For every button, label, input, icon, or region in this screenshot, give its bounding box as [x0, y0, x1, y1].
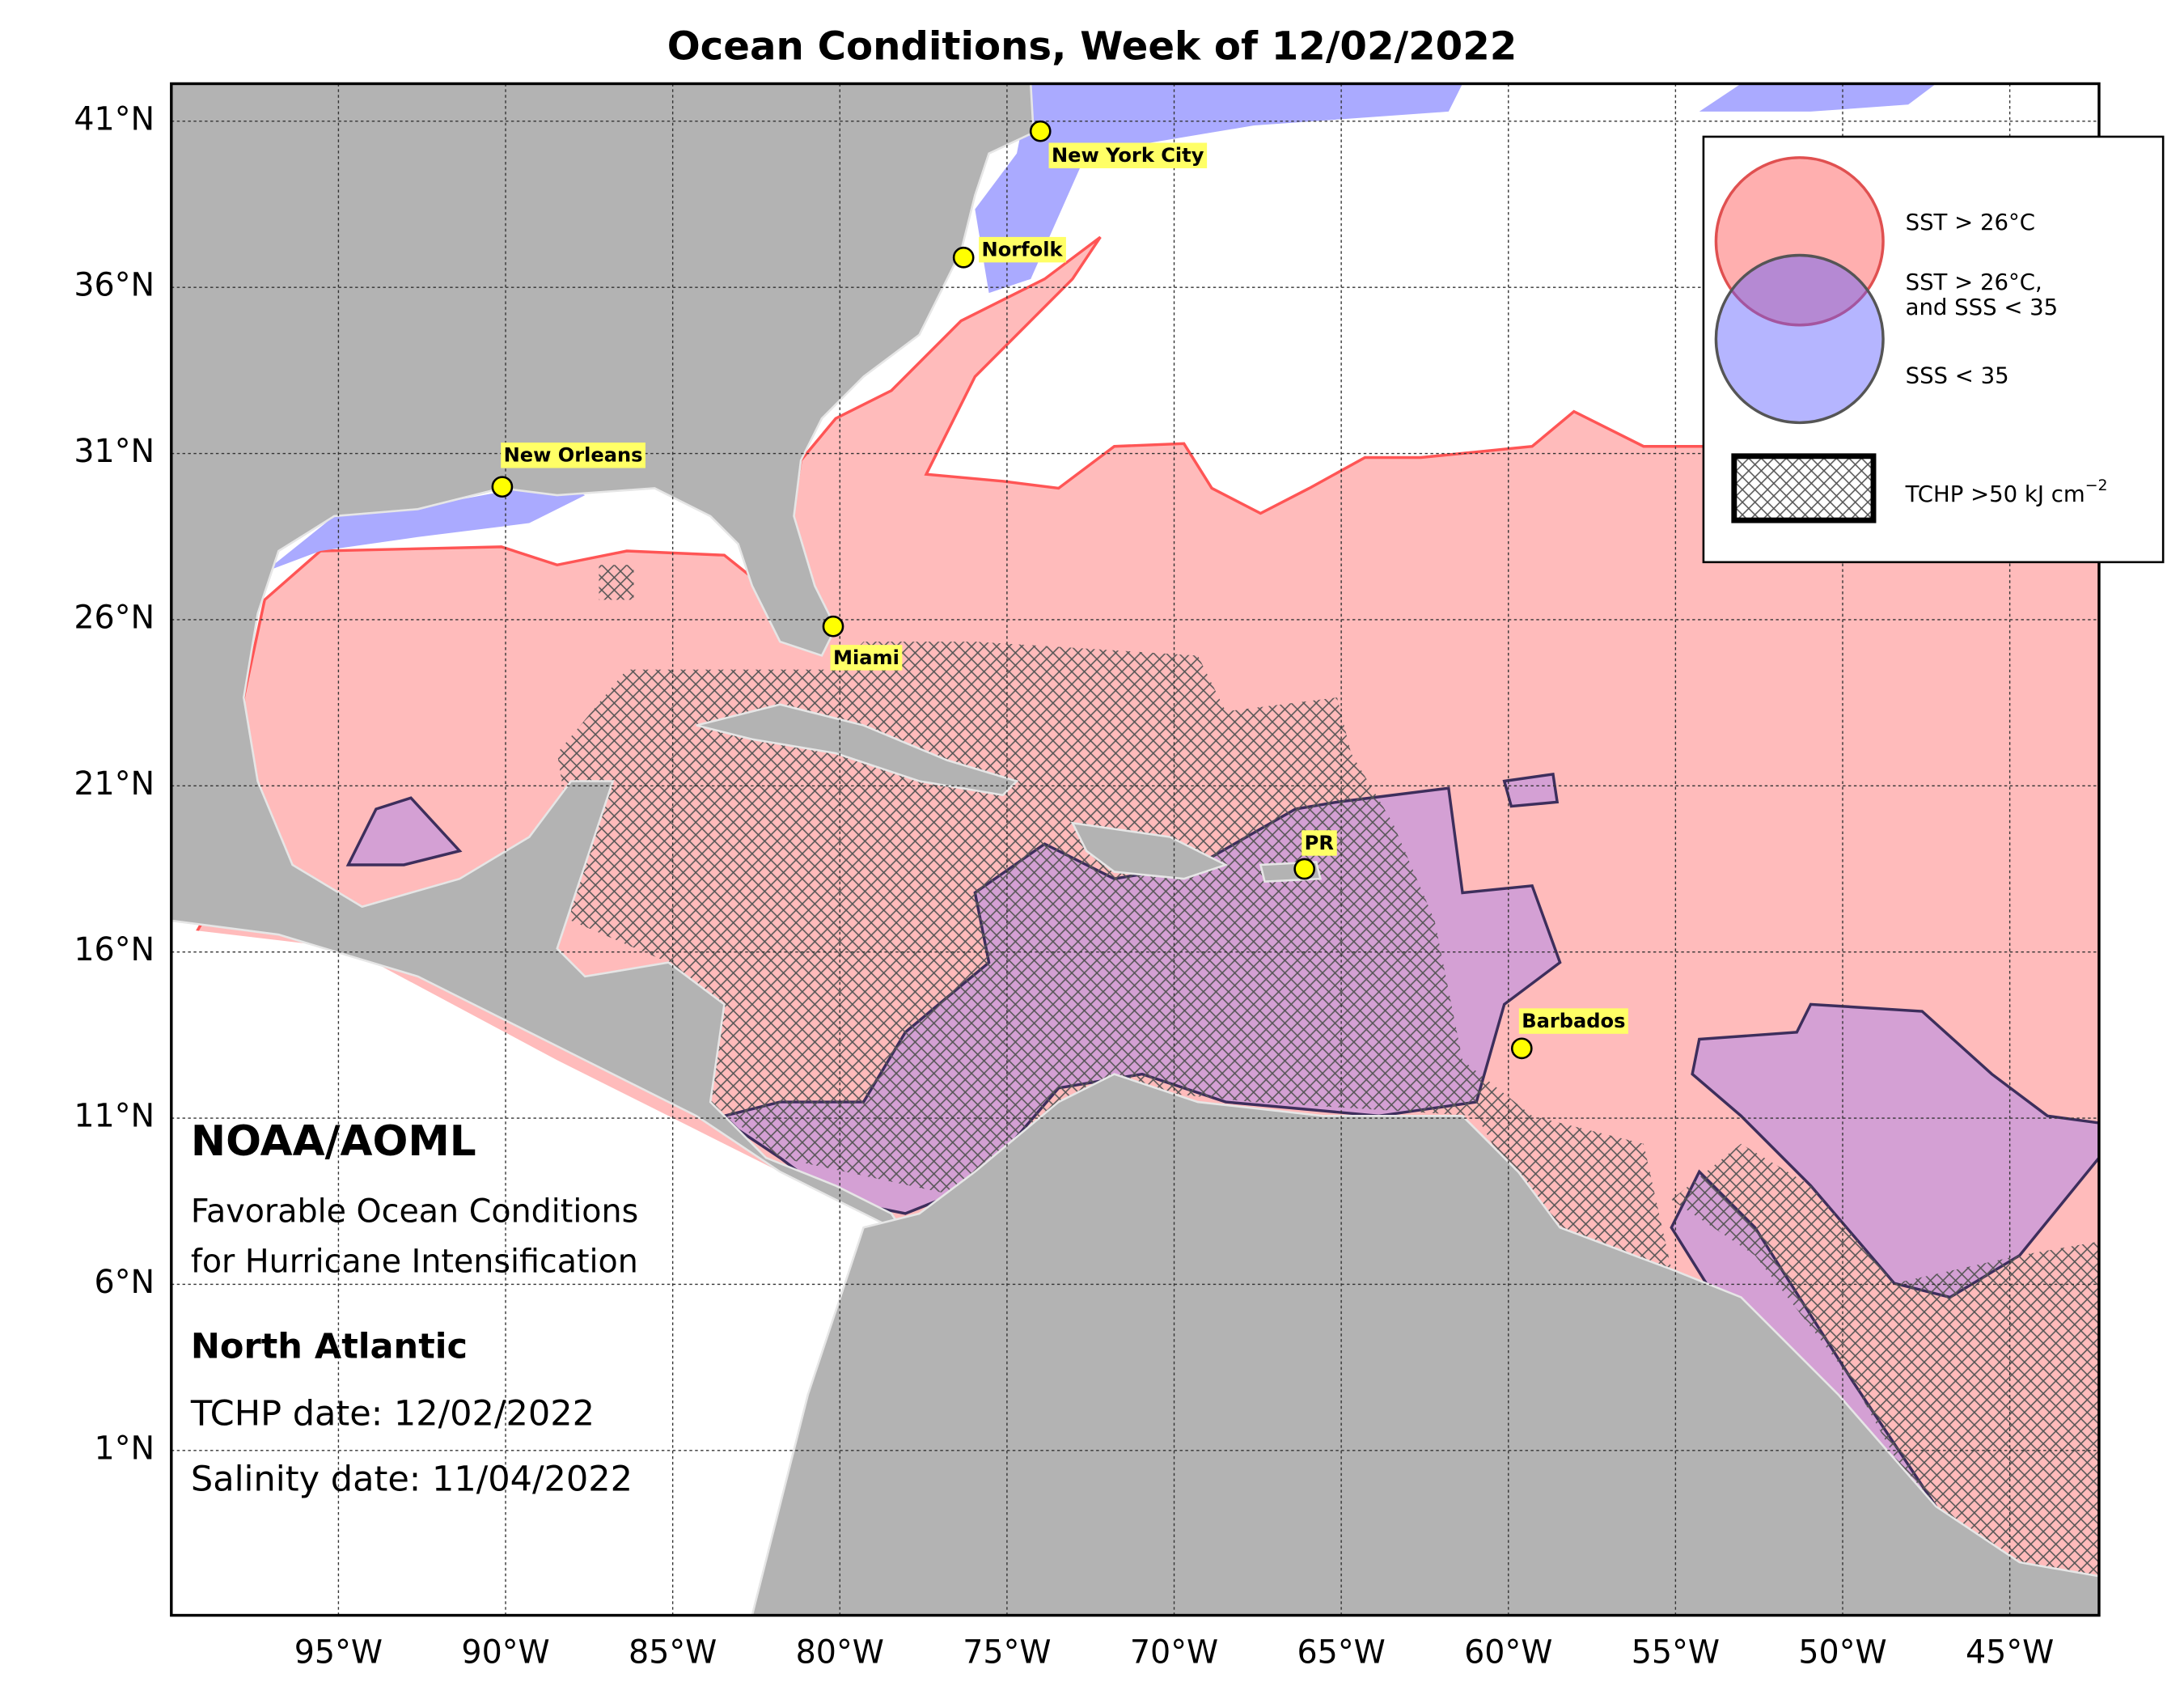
- x-tick-label: 45°W: [1966, 1633, 2054, 1671]
- legend-sst-swatch: [1714, 156, 1885, 327]
- legend: SST > 26°C SST > 26°C, and SSS < 35 SSS …: [1702, 135, 2165, 564]
- info-line: Favorable Ocean Conditions: [191, 1193, 638, 1230]
- city-label-bg: [979, 236, 1066, 263]
- city-marker: [952, 246, 975, 269]
- x-tick-label: 85°W: [629, 1633, 717, 1671]
- city-label-bg: [1048, 142, 1208, 168]
- x-tick-label: 65°W: [1297, 1633, 1385, 1671]
- legend-label-text: TCHP >50 kJ cm: [1905, 481, 2085, 507]
- info-line: for Hurricane Intensification: [191, 1244, 638, 1281]
- city-marker: [491, 476, 514, 498]
- region-label: North Atlantic: [191, 1327, 468, 1367]
- legend-label: TCHP >50 kJ cm−2: [1905, 476, 2108, 507]
- city-label-bg: [501, 443, 645, 468]
- city-label: PR: [1305, 832, 1335, 854]
- sss-regions: [265, 83, 1936, 572]
- salinity-date: Salinity date: 11/04/2022: [191, 1460, 633, 1500]
- x-tick-label: 95°W: [294, 1633, 383, 1671]
- tick-labels: 95°W 90°W 85°W 80°W 75°W 70°W 65°W 60°W 55°W 50°W…: [74, 100, 2054, 1671]
- info-block: NOAA/AOML Favorable Ocean Conditions for…: [190, 1117, 638, 1500]
- city-label-bg: [1518, 1008, 1628, 1034]
- city-label: Miami: [833, 646, 899, 669]
- y-tick-label: 31°N: [74, 433, 154, 470]
- y-tick-label: 11°N: [74, 1098, 154, 1135]
- city-label: Norfolk: [982, 239, 1064, 261]
- y-tick-label: 36°N: [74, 267, 154, 304]
- plot-frame: [170, 82, 2101, 1617]
- tchp-regions: [557, 565, 2099, 1577]
- x-tick-label: 75°W: [963, 1633, 1051, 1671]
- city-label: New Orleans: [504, 444, 643, 467]
- x-tick-label: 55°W: [1632, 1633, 1720, 1671]
- city-label: Barbados: [1522, 1010, 1625, 1032]
- gulf-region: [345, 796, 463, 866]
- ne-offshore-region: [1699, 83, 1936, 112]
- atlantic-region: [1691, 1002, 2099, 1299]
- y-tick-label: 41°N: [74, 100, 154, 138]
- small-region: [1502, 772, 1560, 808]
- hispaniola: [1070, 821, 1229, 880]
- y-tick-label: 26°N: [74, 599, 154, 636]
- y-tick-label: 1°N: [95, 1430, 155, 1467]
- legend-label: and SSS < 35: [1906, 294, 2059, 320]
- city-marker: [1510, 1037, 1533, 1060]
- city-marker: [822, 615, 844, 638]
- legend-label: SSS < 35: [1906, 363, 2009, 389]
- tchp-caribbean: [557, 642, 1672, 1284]
- legend-label: SST > 26°C,: [1906, 269, 2042, 295]
- pacific-ocean: [171, 927, 912, 1616]
- map-title: Ocean Conditions, Week of 12/02/2022: [667, 23, 1517, 69]
- city-label-bg: [830, 645, 903, 671]
- x-tick-label: 60°W: [1464, 1633, 1552, 1671]
- gulf-coast-region: [265, 481, 586, 572]
- x-tick-label: 90°W: [461, 1633, 549, 1671]
- tchp-gulf: [599, 565, 634, 600]
- legend-tchp-swatch: [1731, 453, 1877, 523]
- legend-sss-swatch: [1714, 253, 1885, 425]
- tchp-east: [1671, 1143, 2099, 1577]
- legend-label-exponent: −2: [2085, 476, 2108, 494]
- x-tick-label: 70°W: [1130, 1633, 1218, 1671]
- tchp-date: TCHP date: 12/02/2022: [190, 1393, 595, 1434]
- cities: New York City Norfolk New Orleans Miami PR Ba…: [491, 120, 1628, 1060]
- cuba: [696, 703, 1019, 797]
- x-tick-label: 80°W: [796, 1633, 884, 1671]
- city-marker: [1293, 858, 1316, 880]
- y-tick-label: 21°N: [74, 765, 154, 803]
- city-label-bg: [1302, 830, 1337, 856]
- x-tick-label: 50°W: [1798, 1633, 1886, 1671]
- legend-label: SST > 26°C: [1906, 210, 2035, 235]
- y-tick-label: 6°N: [95, 1264, 155, 1301]
- org-label: NOAA/AOML: [191, 1117, 476, 1166]
- south-america: [751, 1073, 2099, 1616]
- city-marker: [1029, 120, 1052, 142]
- y-tick-label: 16°N: [74, 931, 154, 968]
- city-label: New York City: [1052, 144, 1204, 167]
- ne-coast-region: [975, 83, 1463, 294]
